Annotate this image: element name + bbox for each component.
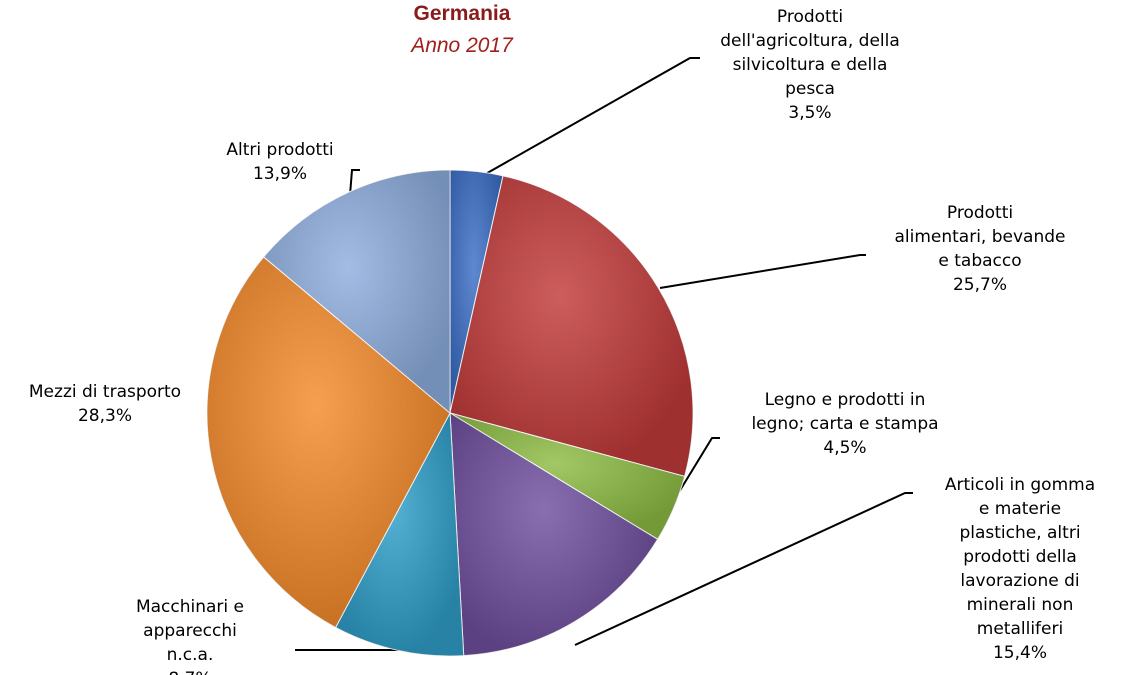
leader-line — [659, 254, 866, 289]
value-label: 4,5% — [823, 438, 866, 458]
leader-line — [474, 57, 700, 181]
value-label: 3,5% — [788, 103, 831, 123]
slice-label: Altri prodotti — [226, 140, 333, 160]
slice-label: Prodotti alimentari, bevande e tabacco — [894, 203, 1065, 271]
slice-label: Articoli in gomma e materie plastiche, alt… — [945, 475, 1095, 639]
value-label: 15,4% — [993, 643, 1047, 663]
leader-line — [574, 492, 913, 646]
value-label: 13,9% — [253, 164, 307, 184]
chart-subtitle: Anno 2017 — [409, 34, 514, 57]
slice-label: Prodotti dell'agricoltura, della silvicolt… — [720, 7, 900, 99]
slice-label: Macchinari e apparecchi n.c.a. — [136, 597, 244, 665]
slice-label: Mezzi di trasporto — [29, 382, 181, 402]
value-label: 25,7% — [953, 275, 1007, 295]
slice-label: Legno e prodotti in legno; carta e stampa — [751, 390, 938, 434]
value-label: 28,3% — [78, 406, 132, 426]
value-label: 8,7% — [168, 669, 211, 675]
chart-title: Germania — [414, 2, 511, 25]
